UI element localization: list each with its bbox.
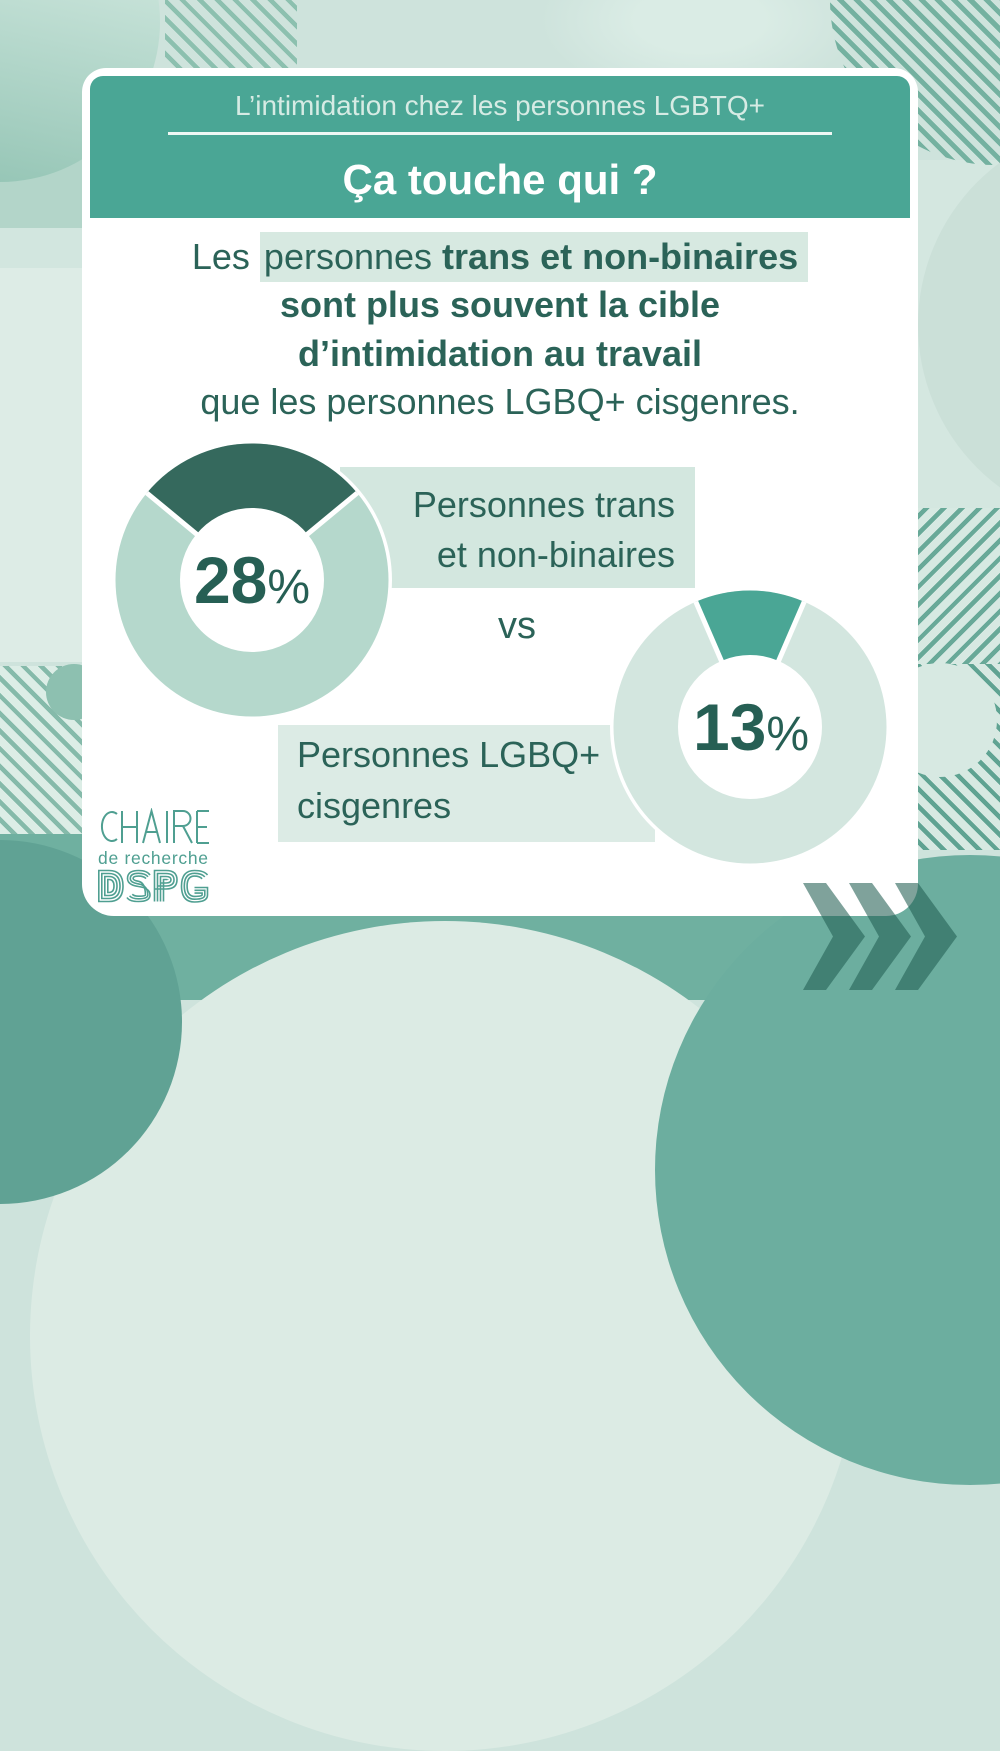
svg-text:de recherche: de recherche	[98, 848, 208, 868]
